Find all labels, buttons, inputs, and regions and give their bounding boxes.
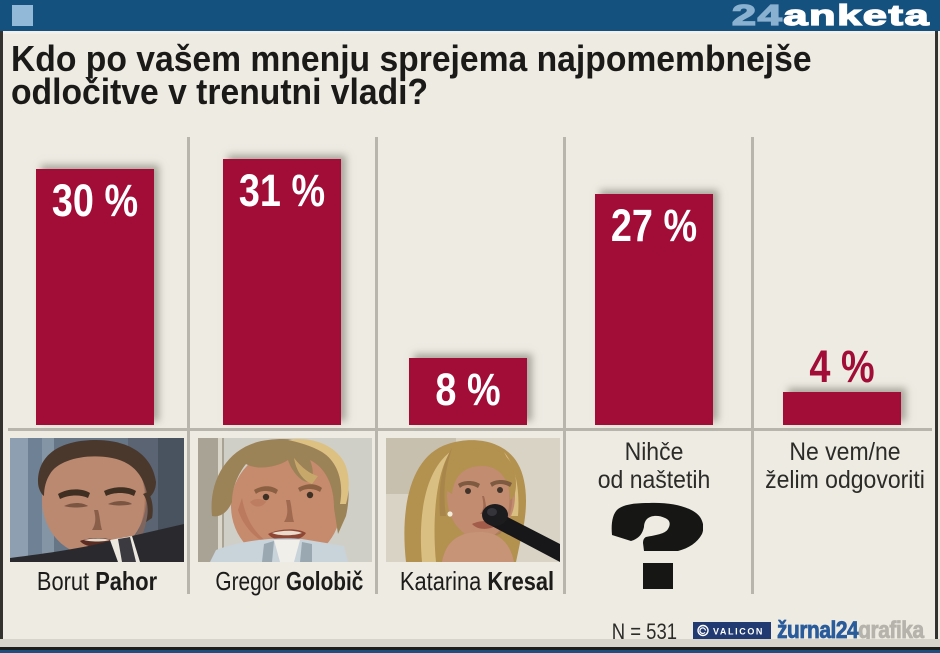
svg-text:VALICON: VALICON xyxy=(713,627,764,637)
